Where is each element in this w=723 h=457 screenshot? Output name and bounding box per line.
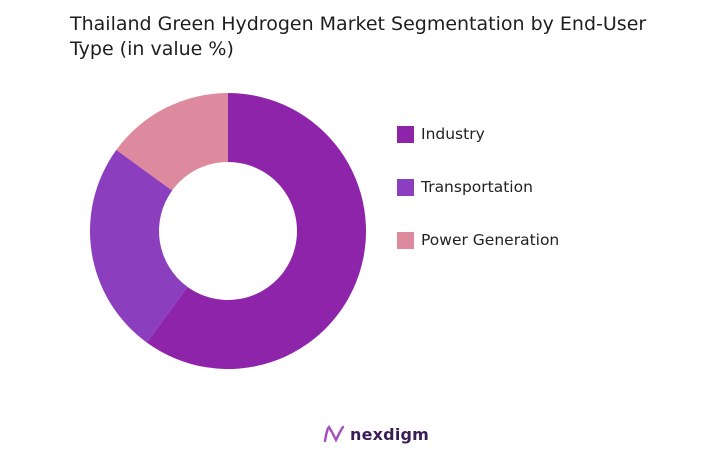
legend-item-power-generation: Power Generation bbox=[397, 229, 559, 251]
legend-label-transportation: Transportation bbox=[421, 178, 533, 196]
legend-label-industry: Industry bbox=[421, 125, 485, 143]
brand-name: nexdigm bbox=[350, 424, 430, 444]
legend-swatch-power-generation bbox=[397, 231, 414, 249]
legend-swatch-transportation bbox=[397, 178, 414, 196]
donut-slice-power-generation bbox=[116, 93, 228, 191]
nexdigm-logo-icon bbox=[323, 425, 345, 443]
donut-slice-transportation bbox=[89, 149, 188, 343]
donut-slice-industry bbox=[146, 93, 366, 369]
legend-label-power-generation: Power Generation bbox=[421, 231, 560, 249]
chart-legend: Industry Transportation Power Generation bbox=[397, 123, 559, 282]
chart-title: Thailand Green Hydrogen Market Segmentat… bbox=[70, 13, 647, 60]
legend-item-industry: Industry bbox=[397, 123, 559, 145]
legend-item-transportation: Transportation bbox=[397, 176, 559, 198]
brand-logo: nexdigm bbox=[323, 424, 429, 444]
legend-swatch-industry bbox=[397, 125, 414, 143]
